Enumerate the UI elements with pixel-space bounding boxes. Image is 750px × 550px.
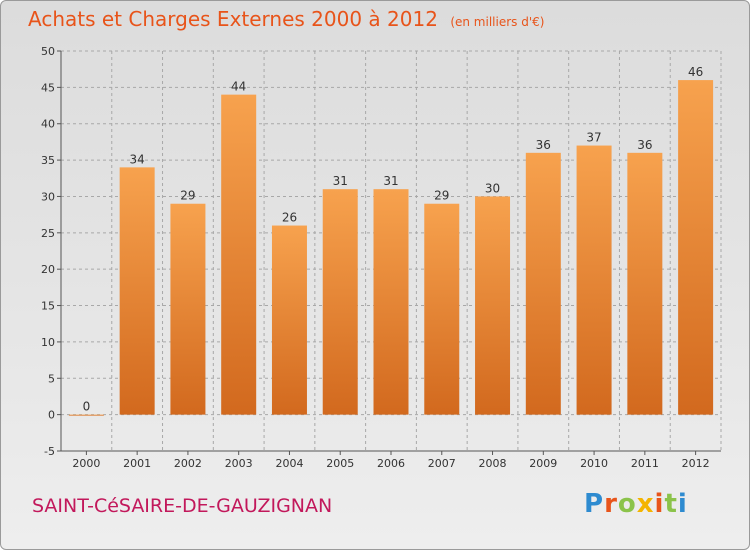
y-tick-label: 20 [41, 263, 55, 276]
x-tick-label: 2009 [529, 457, 557, 470]
x-tick-label: 2008 [479, 457, 507, 470]
data-label: 37 [586, 131, 601, 145]
y-tick-label: 40 [41, 118, 55, 131]
logo-letter: r [604, 489, 618, 519]
x-tick-label: 2012 [682, 457, 710, 470]
data-label: 36 [637, 138, 652, 152]
data-label: 34 [130, 152, 145, 166]
data-label: 31 [333, 174, 348, 188]
data-label: 44 [231, 80, 246, 94]
logo-letter: i [654, 489, 665, 519]
x-tick-label: 2005 [326, 457, 354, 470]
bar [119, 167, 155, 415]
bar [373, 189, 409, 415]
bar [475, 196, 511, 415]
x-tick-label: 2003 [225, 457, 253, 470]
chart-unit: (en milliers d'€) [450, 15, 545, 29]
bar [322, 189, 358, 415]
logo-letter: i [677, 489, 688, 519]
bar [678, 80, 714, 415]
bar [424, 203, 460, 415]
y-tick-label: 15 [41, 300, 55, 313]
y-tick-label: 10 [41, 336, 55, 349]
bar [271, 225, 307, 415]
logo-letter: x [636, 489, 655, 519]
logo-letter: t [664, 489, 678, 519]
x-tick-label: 2004 [275, 457, 303, 470]
data-label: 46 [688, 65, 703, 79]
x-tick-label: 2002 [174, 457, 202, 470]
chart-title: Achats et Charges Externes 2000 à 2012 (… [28, 7, 544, 31]
bar [627, 152, 663, 415]
bar [68, 414, 104, 416]
x-tick-label: 2007 [428, 457, 456, 470]
bar [170, 203, 206, 415]
y-tick-label: 25 [41, 227, 55, 240]
x-tick-label: 2010 [580, 457, 608, 470]
x-tick-label: 2001 [123, 457, 151, 470]
data-label: 36 [536, 138, 551, 152]
x-tick-label: 2011 [631, 457, 659, 470]
data-label: 31 [383, 174, 398, 188]
data-label: 0 [83, 400, 91, 414]
y-tick-label: 45 [41, 81, 55, 94]
logo-letter: o [617, 489, 637, 519]
commune-name: SAINT-CéSAIRE-DE-GAUZIGNAN [32, 495, 333, 517]
y-tick-label: 35 [41, 154, 55, 167]
logo-letter: P [584, 489, 605, 519]
x-tick-label: 2006 [377, 457, 405, 470]
bar [221, 94, 257, 415]
bar [525, 152, 561, 415]
data-label: 26 [282, 211, 297, 225]
data-label: 29 [180, 189, 195, 203]
y-tick-label: 50 [41, 45, 55, 58]
proxiti-logo: Proxiti [584, 489, 688, 519]
data-label: 30 [485, 181, 500, 195]
chart-title-text: Achats et Charges Externes 2000 à 2012 [28, 7, 438, 31]
y-tick-label: -5 [44, 445, 55, 458]
x-tick-label: 2000 [72, 457, 100, 470]
y-tick-label: 30 [41, 190, 55, 203]
bar [576, 145, 612, 415]
y-tick-label: 0 [48, 409, 55, 422]
data-label: 29 [434, 189, 449, 203]
y-tick-label: 5 [48, 372, 55, 385]
